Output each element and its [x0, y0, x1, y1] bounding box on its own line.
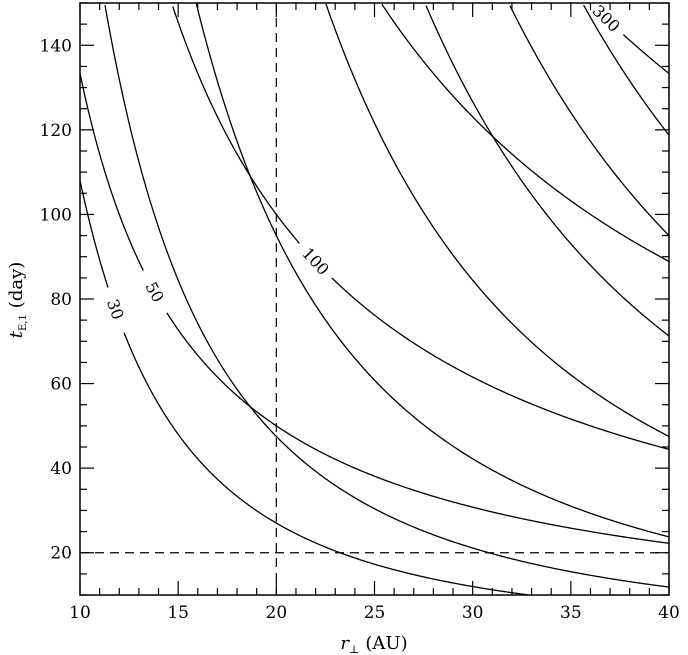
contour-label-b-300: 300 — [589, 1, 624, 36]
reference-lines — [80, 3, 669, 595]
y-tick-label: 80 — [50, 290, 72, 310]
y-tick-label: 100 — [40, 205, 72, 225]
contour-label-a-30: 30 — [103, 297, 128, 323]
y-tick-label: 20 — [50, 544, 72, 564]
contour-line-a-30 — [79, 180, 528, 596]
contour-line-b-300 — [622, 34, 670, 74]
x-tick-label: 35 — [560, 603, 582, 623]
y-axis-label: tE,1(day) — [6, 262, 29, 339]
x-tick-label: 30 — [462, 603, 484, 623]
contour-label-b-100: 100 — [298, 244, 333, 279]
contour-line-a-200 — [325, 3, 670, 438]
x-tick-label: 15 — [167, 603, 189, 623]
contour-line-a-300 — [425, 5, 670, 337]
contour-line-b-200 — [381, 3, 670, 262]
y-tick-label: 140 — [40, 36, 72, 56]
plot-frame — [79, 2, 670, 596]
contour-line-b-100 — [172, 6, 670, 450]
y-tick-label: 40 — [50, 459, 72, 479]
contour-lines — [79, 3, 670, 596]
contour-labels: 305010020030040050050100200300 — [103, 1, 624, 323]
x-tick-label: 10 — [69, 603, 91, 623]
contour-line-a-400 — [509, 5, 670, 237]
x-axis-label: r⊥ (AU) — [340, 633, 407, 655]
x-tick-label: 40 — [658, 603, 680, 623]
contour-line-b-50 — [79, 73, 670, 544]
y-tick-label: 60 — [50, 375, 72, 395]
contour-line-a-100 — [195, 3, 670, 538]
contour-line-a-500 — [583, 4, 670, 136]
y-tick-label: 120 — [40, 121, 72, 141]
x-tick-label: 25 — [364, 603, 386, 623]
contour-label-b-50: 50 — [141, 279, 168, 306]
contour-line-a-50 — [104, 5, 670, 588]
x-tick-label: 20 — [266, 603, 288, 623]
